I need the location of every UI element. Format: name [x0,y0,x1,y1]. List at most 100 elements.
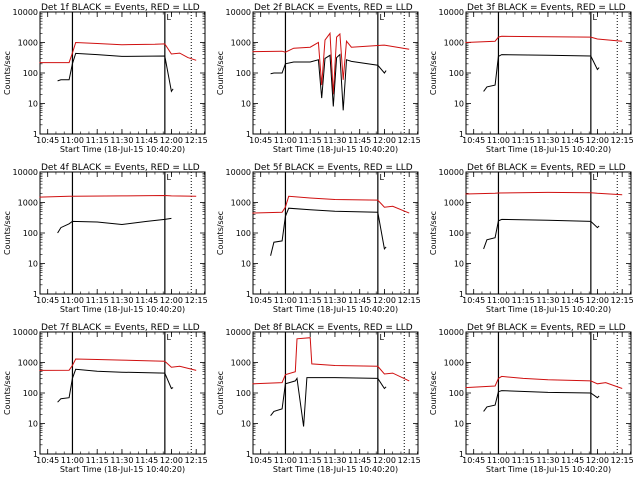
x-tick-label: 10:45 [249,296,272,305]
panel-det-4: Det 4f BLACK = Events, RED = LLD 1 10 100 10… [3,163,208,314]
panel-title: Det 3f BLACK = Events, RED = LLD [467,3,626,13]
x-tick-label: 11:15 [512,296,535,305]
y-tick-label: 100 [449,229,464,238]
x-tick-label: 11:45 [348,296,371,305]
x-tick-label: 11:15 [86,136,109,145]
x-tick-label: 12:00 [160,136,183,145]
y-tick-label: 100 [23,229,38,238]
y-tick-label: 10000 [13,168,38,177]
x-axis-label: Start Time (18-Jul-15 10:40:20) [486,305,611,314]
x-tick-label: 11:45 [561,136,584,145]
x-tick-label: 11:30 [536,456,559,465]
x-tick-label: 12:00 [373,456,396,465]
y-tick-label: 1000 [18,359,38,368]
marker-annotation: L [380,333,385,342]
series-line-lld [465,375,623,389]
y-tick-label: 1 [33,130,38,139]
x-tick-label: 12:15 [185,136,208,145]
y-tick-label: 1000 [444,199,464,208]
y-tick-label: 100 [449,69,464,78]
marker-annotation: L [167,13,172,22]
y-tick-label: 10 [454,420,464,429]
y-tick-label: 10000 [226,8,251,17]
y-tick-label: 10000 [226,328,251,337]
y-tick-label: 10 [28,100,38,109]
y-tick-label: 10 [241,100,251,109]
x-tick-label: 10:45 [249,136,272,145]
x-axis-label: Start Time (18-Jul-15 10:40:20) [273,145,398,154]
x-tick-label: 12:15 [398,136,421,145]
series-line-lld [39,194,197,198]
marker-annotation: L [593,13,598,22]
panel-title: Det 8f BLACK = Events, RED = LLD [254,323,413,333]
x-tick-label: 12:00 [586,456,609,465]
y-tick-label: 1000 [18,199,38,208]
x-tick-label: 10:45 [36,136,59,145]
y-tick-label: 10000 [439,168,464,177]
x-tick-label: 11:00 [61,456,84,465]
marker-annotation: L [380,173,385,182]
x-tick-label: 11:00 [487,296,510,305]
series-line-lld [252,337,410,385]
panel-det-6: Det 6f BLACK = Events, RED = LLD 1 10 100 10… [429,163,634,314]
x-tick-label: 11:00 [487,136,510,145]
plot-frame [252,331,419,455]
panel-title: Det 9f BLACK = Events, RED = LLD [467,323,626,333]
x-tick-label: 11:30 [110,456,133,465]
series-line-events [270,207,387,256]
y-axis-label: Counts/sec [429,211,438,255]
marker-annotation: L [167,173,172,182]
y-tick-label: 100 [236,69,251,78]
y-tick-label: 1000 [444,39,464,48]
y-axis-label: Counts/sec [429,371,438,415]
series-line-lld [252,195,410,214]
x-tick-label: 11:30 [536,136,559,145]
y-tick-label: 1 [33,450,38,459]
x-tick-label: 11:00 [61,296,84,305]
y-tick-label: 1 [246,450,251,459]
series-line-lld [39,358,197,371]
panel-det-8: Det 8f BLACK = Events, RED = LLD 1 10 100 10… [216,323,421,474]
y-tick-label: 100 [449,389,464,398]
plot-frame [39,331,206,455]
series-line-events [57,217,172,234]
x-tick-label: 11:30 [110,296,133,305]
y-tick-label: 1 [459,130,464,139]
series-line-events [57,368,174,403]
y-axis-label: Counts/sec [3,371,12,415]
x-tick-label: 11:15 [299,456,322,465]
marker-annotation: L [167,333,172,342]
y-tick-label: 10000 [439,328,464,337]
y-tick-label: 10 [454,260,464,269]
x-tick-label: 11:15 [512,136,535,145]
x-axis-label: Start Time (18-Jul-15 10:40:20) [60,465,185,474]
x-tick-label: 12:15 [398,296,421,305]
panel-det-3: Det 3f BLACK = Events, RED = LLD 1 10 100 10… [429,3,634,154]
series-line-events [483,390,600,412]
x-tick-label: 12:15 [185,456,208,465]
x-tick-label: 12:15 [398,456,421,465]
y-tick-label: 1000 [18,39,38,48]
x-tick-label: 11:00 [274,136,297,145]
x-tick-label: 11:45 [348,136,371,145]
x-axis-label: Start Time (18-Jul-15 10:40:20) [486,145,611,154]
y-tick-label: 1000 [231,199,251,208]
series-line-lld [252,31,410,95]
x-tick-label: 10:45 [462,136,485,145]
x-tick-label: 12:15 [611,456,634,465]
series-line-events [483,54,600,92]
y-tick-label: 100 [23,69,38,78]
marker-annotation: L [380,13,385,22]
y-tick-label: 10 [241,260,251,269]
x-tick-label: 12:00 [160,456,183,465]
series-line-events [270,377,387,427]
x-tick-label: 10:45 [462,456,485,465]
panel-det-1: Det 1f BLACK = Events, RED = LLD 1 10 100 10… [3,3,208,154]
x-tick-label: 12:00 [160,296,183,305]
series-line-events [270,53,387,111]
x-tick-label: 11:15 [299,136,322,145]
x-tick-label: 12:00 [586,296,609,305]
x-tick-label: 12:15 [185,296,208,305]
series-line-events [483,218,600,250]
x-tick-label: 10:45 [462,296,485,305]
